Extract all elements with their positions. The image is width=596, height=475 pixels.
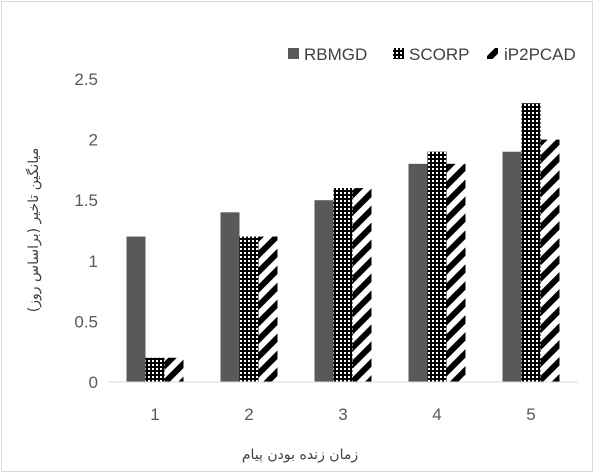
y-tick-label: 2.5 (74, 70, 98, 89)
y-axis-title: میانگین تاخیر (براساس روز) (25, 148, 42, 312)
bar-ip2pcad-5 (540, 139, 560, 382)
bar-scorp-2 (239, 236, 259, 382)
x-axis-title: زمان زنده بودن پیام (242, 447, 358, 463)
bar-scorp-1 (145, 357, 165, 382)
y-tick-label: 0.5 (74, 312, 98, 331)
legend: RBMGD SCORP iP2PCAD (288, 45, 576, 64)
bar-ip2pcad-1 (164, 357, 184, 382)
legend-label-scorp: SCORP (409, 45, 469, 64)
x-tick-label: 1 (150, 405, 159, 424)
bar-scorp-4 (427, 151, 447, 382)
bar-rbmgd-3 (314, 200, 334, 382)
y-tick-label: 1 (89, 252, 98, 271)
legend-label-rbmgd: RBMGD (304, 45, 367, 64)
bar-rbmgd-5 (502, 151, 522, 382)
bar-scorp-3 (333, 188, 353, 382)
bar-ip2pcad-4 (446, 163, 466, 382)
x-tick-labels: 1 2 3 4 5 (150, 405, 535, 424)
y-tick-labels: 0 0.5 1 1.5 2 2.5 (74, 70, 98, 392)
y-tick-label: 2 (89, 131, 98, 150)
bar-scorp-5 (521, 103, 541, 383)
legend-item-ip2pcad: iP2PCAD (487, 45, 576, 64)
x-tick-label: 4 (432, 405, 441, 424)
x-tick-label: 3 (338, 405, 347, 424)
bar-rbmgd-1 (126, 236, 146, 382)
legend-item-rbmgd: RBMGD (288, 45, 367, 64)
bar-rbmgd-4 (408, 163, 428, 382)
legend-swatch-scorp (393, 48, 404, 59)
legend-swatch-rbmgd (288, 48, 299, 59)
y-tick-label: 1.5 (74, 191, 98, 210)
bars (126, 103, 560, 383)
bar-ip2pcad-3 (352, 188, 372, 382)
legend-swatch-ip2pcad (487, 48, 498, 59)
bar-rbmgd-2 (220, 212, 240, 382)
bar-ip2pcad-2 (258, 236, 278, 382)
y-tick-label: 0 (89, 373, 98, 392)
x-tick-label: 2 (244, 405, 253, 424)
legend-label-ip2pcad: iP2PCAD (504, 45, 576, 64)
legend-item-scorp: SCORP (393, 45, 469, 64)
x-tick-label: 5 (526, 405, 535, 424)
